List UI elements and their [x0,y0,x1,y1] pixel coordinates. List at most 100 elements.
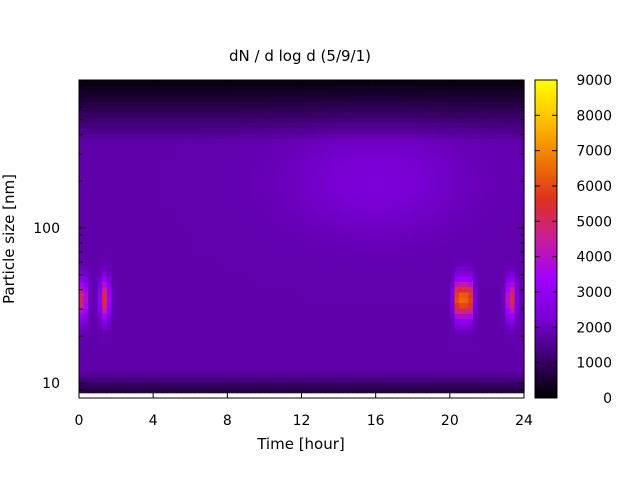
heatmap-cell [245,90,252,97]
heatmap-cell [245,345,252,351]
heatmap-cell [120,80,126,86]
heatmap-cell [440,270,446,277]
heatmap-cell [111,80,117,86]
heatmap-cell [194,270,201,277]
heatmap-cell [255,350,261,357]
heatmap-cell [218,223,224,229]
heatmap-cell [417,376,423,383]
heatmap-cell [269,212,275,219]
heatmap-cell [92,180,99,187]
heatmap-cell [157,80,164,86]
heatmap-cell [320,201,326,208]
heatmap-cell [264,133,270,139]
heatmap-cell [301,276,307,282]
heatmap-cell [204,339,210,346]
heatmap-cell [204,366,210,373]
heatmap-cell [333,154,340,161]
heatmap-cell [213,212,219,219]
heatmap-cell [449,164,456,171]
heatmap-cell [371,127,377,134]
heatmap-cell [338,350,344,357]
heatmap-cell [273,117,279,123]
heatmap-cell [329,164,335,171]
heatmap-cell [352,371,358,378]
heatmap-cell [143,201,150,208]
heatmap-cell [148,318,154,325]
heatmap-cell [273,265,279,272]
heatmap-cell [218,307,224,314]
heatmap-cell [375,265,381,272]
heatmap-cell [167,133,173,139]
heatmap-cell [361,170,367,176]
heatmap-cell [116,154,122,161]
heatmap-cell [153,212,159,219]
heatmap-cell [148,244,154,251]
heatmap-cell [282,318,289,325]
heatmap-cell [148,366,154,373]
heatmap-cell [88,318,94,325]
heatmap-cell [167,387,173,394]
heatmap-cell [199,80,205,86]
heatmap-cell [278,228,284,235]
heatmap-cell [468,292,474,298]
heatmap-cell [204,159,210,166]
heatmap-cell [417,207,423,214]
heatmap-cell [278,122,284,129]
heatmap-cell [426,366,432,373]
heatmap-cell [79,127,85,134]
heatmap-cell [218,323,224,330]
heatmap-cell [185,148,191,155]
heatmap-cell [338,159,344,166]
heatmap-cell [296,201,303,208]
heatmap-cell [218,233,224,240]
heatmap-cell [106,175,113,182]
heatmap-cell [213,201,219,208]
heatmap-cell [143,355,150,362]
heatmap-cell [431,159,437,166]
heatmap-cell [120,233,126,240]
heatmap-cell [306,244,312,251]
heatmap-cell [282,292,289,298]
heatmap-cell [408,191,414,198]
heatmap-cell [292,281,298,288]
heatmap-cell [264,159,270,166]
heatmap-cell [282,302,289,309]
heatmap-cell [361,117,367,123]
heatmap-cell [139,143,145,150]
heatmap-cell [338,313,344,320]
heatmap-cell [412,292,418,298]
heatmap-cell [463,196,469,203]
heatmap-cell [92,371,99,378]
heatmap-cell [310,292,317,298]
heatmap-cell [171,106,177,113]
heatmap-cell [389,85,395,92]
heatmap-cell [408,175,414,182]
heatmap-cell [282,260,289,267]
heatmap-cell [459,239,465,245]
heatmap-cell [236,281,242,288]
heatmap-cell [241,196,247,203]
heatmap-cell [282,223,289,229]
heatmap-cell [435,223,442,229]
heatmap-cell [227,276,233,282]
heatmap-cell [449,148,456,155]
heatmap-cell [449,127,456,134]
heatmap-cell [218,148,224,155]
heatmap-cell [435,106,442,113]
heatmap-cell [384,329,391,335]
heatmap-cell [231,85,238,92]
heatmap-cell [278,276,284,282]
heatmap-cell [278,318,284,325]
heatmap-cell [417,148,423,155]
heatmap-cell [83,254,89,261]
heatmap-cell [134,249,140,256]
heatmap-cell [236,117,242,123]
heatmap-cell [454,382,460,388]
heatmap-cell [380,313,386,320]
heatmap-cell [241,223,247,229]
heatmap-cell [129,334,136,341]
heatmap-cell [320,270,326,277]
heatmap-cell [194,292,201,298]
heatmap-cell [227,207,233,214]
heatmap-cell [213,191,219,198]
